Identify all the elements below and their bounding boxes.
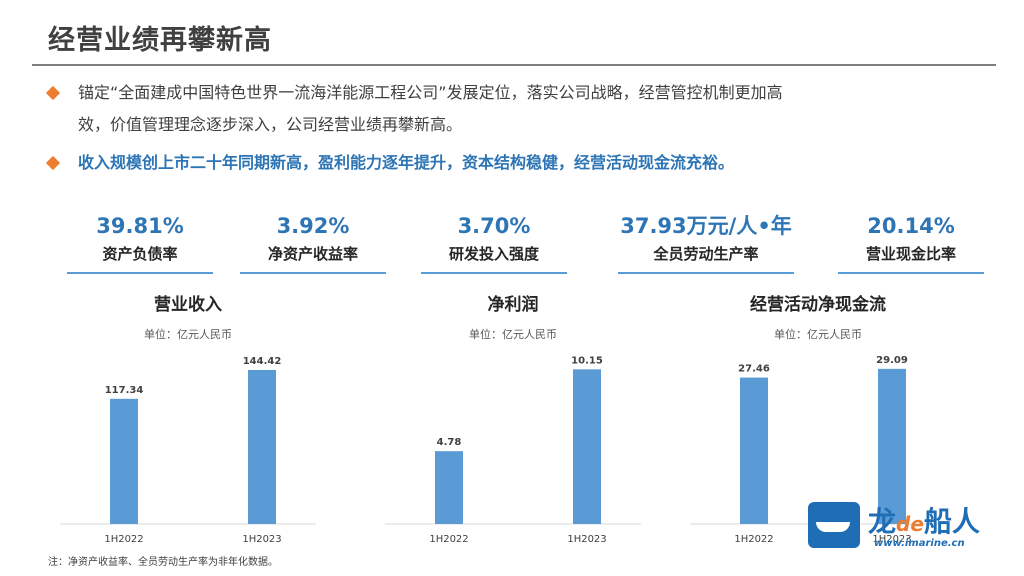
chart-revenue: 营业收入单位：亿元人民币 117.34 1H2022 144.42 1H2023 bbox=[60, 292, 316, 548]
chart-operating-cashflow: 经营活动净现金流单位：亿元人民币 27.46 1H2022 29.09 1H2023 bbox=[690, 292, 946, 548]
x-tick-label: 1H2023 bbox=[872, 534, 911, 545]
kpi-underline bbox=[838, 272, 984, 274]
kpi-label: 净资产收益率 bbox=[267, 245, 358, 263]
bar-1H2023 bbox=[573, 369, 601, 524]
kpi-underline bbox=[67, 272, 213, 274]
kpi-label: 研发投入强度 bbox=[448, 245, 539, 263]
x-tick-label: 1H2023 bbox=[242, 534, 281, 545]
brand-logo[interactable]: 龙de船人 www.imarine.cn bbox=[808, 498, 1008, 556]
kpi-label: 全员劳动生产率 bbox=[653, 245, 759, 263]
bar-1H2022 bbox=[110, 398, 138, 524]
footnote: 注：净资产收益率、全员劳动生产率为非年化数据。 bbox=[48, 557, 278, 568]
chart-title: 经营活动净现金流 bbox=[750, 294, 886, 315]
kpi-rd-intensity: 3.70% 研发投入强度 bbox=[414, 212, 574, 274]
diamond-bullet-icon bbox=[45, 155, 61, 171]
kpi-labor-productivity: 37.93万元/人•年 全员劳动生产率 bbox=[598, 212, 814, 274]
kpi-label: 营业现金比率 bbox=[865, 245, 956, 263]
chart-title: 净利润 bbox=[488, 294, 539, 315]
kpi-value: 20.14% bbox=[867, 214, 955, 238]
bar-1H2023 bbox=[878, 368, 906, 524]
logo-text: 龙de船人 bbox=[868, 505, 980, 538]
chart-unit: 单位：亿元人民币 bbox=[774, 327, 862, 341]
diamond-bullet-icon bbox=[45, 85, 61, 101]
bar-1H2022 bbox=[740, 377, 768, 524]
x-tick-label: 1H2023 bbox=[567, 534, 606, 545]
chart-unit: 单位：亿元人民币 bbox=[144, 327, 232, 341]
kpi-cash-ratio: 20.14% 营业现金比率 bbox=[831, 212, 991, 274]
kpi-value: 39.81% bbox=[96, 214, 184, 238]
x-tick-label: 1H2022 bbox=[104, 534, 143, 545]
title-divider bbox=[32, 64, 996, 66]
kpi-debt-ratio: 39.81% 资产负债率 bbox=[60, 212, 220, 274]
ship-logo-icon bbox=[808, 502, 860, 548]
bullet-text-line-2: 效，价值管理理念逐步深入，公司经营业绩再攀新高。 bbox=[78, 115, 463, 134]
kpi-value: 37.93万元/人•年 bbox=[620, 214, 792, 238]
kpi-value: 3.92% bbox=[276, 214, 350, 238]
bullet-text-line-1: 锚定“全面建成中国特色世界一流海洋能源工程公司”发展定位，落实公司战略，经营管控… bbox=[78, 83, 783, 102]
kpi-value: 3.70% bbox=[457, 214, 531, 238]
chart-net-profit: 净利润单位：亿元人民币 4.78 1H2022 10.15 1H2023 bbox=[385, 292, 641, 548]
kpi-underline bbox=[618, 272, 794, 274]
page-title: 经营业绩再攀新高 bbox=[48, 25, 272, 56]
kpi-label: 资产负债率 bbox=[102, 245, 178, 263]
data-label: 4.78 bbox=[437, 437, 462, 448]
chart-unit: 单位：亿元人民币 bbox=[469, 327, 557, 341]
data-label: 10.15 bbox=[571, 355, 603, 366]
bullet-highlight-text: 收入规模创上市二十年同期新高，盈利能力逐年提升，资本结构稳健，经营活动现金流充裕… bbox=[78, 153, 735, 172]
x-tick-label: 1H2022 bbox=[734, 534, 773, 545]
x-tick-label: 1H2022 bbox=[429, 534, 468, 545]
logo-url: www.imarine.cn bbox=[874, 538, 965, 549]
kpi-roe: 3.92% 净资产收益率 bbox=[233, 212, 393, 274]
bar-1H2023 bbox=[248, 369, 276, 524]
kpi-underline bbox=[240, 272, 386, 274]
data-label: 29.09 bbox=[876, 355, 908, 366]
bar-1H2022 bbox=[435, 451, 463, 524]
chart-title: 营业收入 bbox=[154, 294, 222, 315]
data-label: 117.34 bbox=[105, 385, 144, 396]
data-label: 27.46 bbox=[738, 364, 770, 375]
kpi-underline bbox=[421, 272, 567, 274]
data-label: 144.42 bbox=[243, 356, 282, 367]
